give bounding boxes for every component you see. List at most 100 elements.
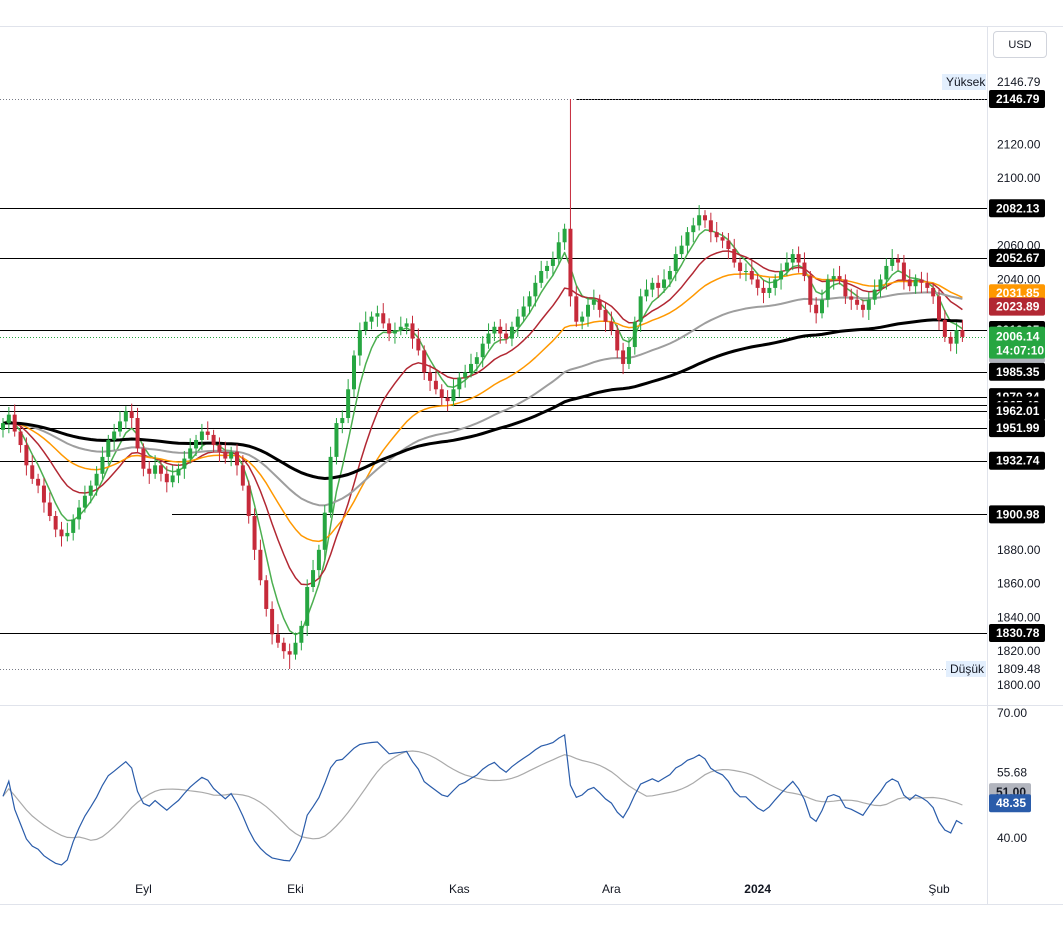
rsi-tag-bg [989, 794, 1031, 813]
candle-up [392, 330, 397, 334]
candle-up [586, 304, 590, 317]
candle-down [942, 320, 947, 337]
candle-down [433, 380, 438, 390]
candle-down [41, 485, 46, 503]
candle-down [135, 418, 140, 449]
candle-down [814, 304, 819, 314]
moving-averages [2, 229, 963, 636]
candle-up [182, 458, 187, 469]
candle-up [106, 439, 111, 457]
candle-up [884, 265, 889, 280]
candle-down [410, 323, 415, 339]
candle-down [12, 414, 17, 432]
level-tag: 1900.98 [996, 507, 1040, 521]
candle-up [1, 423, 5, 430]
candle-up [539, 271, 544, 283]
candle-up [316, 549, 321, 571]
main-price-pane: 2120.002100.002080.002060.002040.001880.… [0, 26, 1063, 905]
candle-up [123, 411, 128, 422]
ma-tag: 2031.85 [996, 286, 1040, 300]
horizontal-levels [0, 99, 987, 634]
candle-down [252, 516, 257, 550]
candle-up [188, 448, 193, 459]
candle-down [849, 296, 854, 300]
candle-up [404, 323, 409, 327]
candle-up [305, 586, 310, 626]
candle-up [199, 431, 204, 440]
ma-tag-bg [989, 297, 1045, 316]
time-axis-label: Şub [928, 882, 950, 896]
candle-down [726, 240, 731, 250]
candle-down [147, 468, 152, 474]
candle-down [948, 336, 953, 344]
candle-down [855, 299, 860, 305]
candle-down [381, 313, 386, 324]
level-tag: 1830.78 [996, 626, 1040, 640]
candle-down [755, 279, 760, 288]
candle-up [451, 389, 456, 402]
level-tag: 1932.74 [996, 454, 1040, 468]
candle-up [82, 495, 87, 508]
candle-up [322, 512, 327, 550]
current-price-tag: 2006.14 [996, 330, 1040, 344]
high-label: Yüksek [946, 75, 986, 89]
candle-down [281, 642, 286, 652]
currency-button[interactable]: USD [993, 31, 1047, 58]
candle-up [872, 289, 877, 300]
candle-down [656, 282, 661, 288]
level-tag: 1962.01 [996, 404, 1040, 418]
ma-mid-line [2, 250, 963, 586]
candle-up [626, 347, 631, 364]
candle-up [474, 357, 479, 364]
candle-up [831, 276, 836, 280]
candle-down [36, 478, 41, 486]
candle-down [919, 279, 924, 283]
candle-down [18, 431, 23, 446]
ma-tag: 2023.89 [996, 300, 1040, 314]
level-tag-bg [989, 419, 1045, 438]
high-label-bg [942, 74, 986, 90]
rsi-signal-line [2, 750, 963, 841]
level-tag-bg [989, 249, 1045, 268]
candle-up [662, 279, 667, 288]
level-tag: 2146.79 [996, 92, 1040, 106]
time-axis: Eyl Eki Kas Ara 2024 Şub [135, 882, 950, 896]
candle-up [463, 372, 468, 378]
candle-up [515, 316, 520, 327]
candle-down [960, 330, 965, 337]
candle-up [556, 242, 561, 260]
candle-down [843, 279, 848, 297]
price-tick-label: 2040.00 [997, 272, 1041, 286]
candle-down [720, 237, 725, 241]
candle-down [30, 465, 35, 479]
candle-down [860, 304, 865, 310]
candle-down [498, 326, 503, 334]
candle-down [568, 228, 573, 297]
candle-up [194, 439, 199, 449]
candle-up [743, 271, 748, 273]
level-tag-bg [989, 90, 1045, 108]
candle-up [580, 316, 585, 322]
candle-down [749, 271, 754, 280]
candle-up [398, 326, 403, 331]
rsi-tick-label: 40.00 [997, 831, 1027, 845]
level-tag: 2082.13 [996, 201, 1040, 215]
candle-down [264, 580, 269, 609]
price-tick-label: 2120.00 [997, 137, 1041, 151]
candle-up [650, 282, 655, 290]
current-price-tag-bg [989, 326, 1045, 359]
candle-up [480, 343, 485, 358]
candle-up [638, 296, 643, 322]
candle-down [24, 445, 29, 466]
rsi-tick-label: 55.68 [997, 766, 1027, 780]
candle-down [205, 431, 210, 435]
candle-down [761, 287, 766, 293]
candle-down [931, 287, 936, 297]
candle-down [732, 249, 737, 263]
candle-up [94, 473, 99, 486]
price-tick-label: 1800.00 [997, 678, 1041, 692]
candle-up [644, 289, 649, 297]
